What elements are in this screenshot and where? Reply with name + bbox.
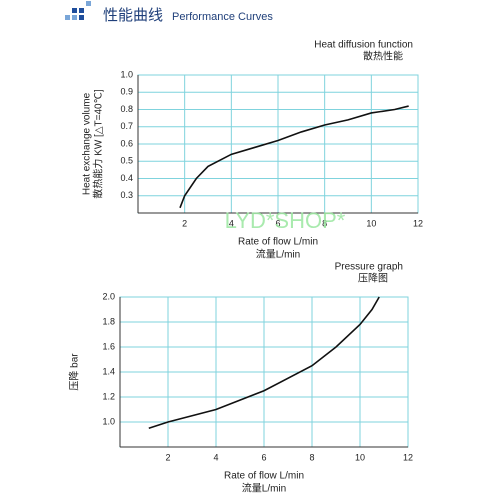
- chart-subtitle: 压降图: [358, 272, 388, 285]
- x-tick-label: 2: [182, 218, 187, 228]
- curve: [148, 296, 380, 430]
- y-tick-label: 2.0: [102, 291, 115, 301]
- x-tick-label: 8: [309, 452, 314, 462]
- x-axis-label: Rate of flow L/min: [238, 237, 318, 248]
- y-tick-label: 1.0: [102, 416, 115, 426]
- chart-subtitle: 散热性能: [363, 50, 403, 63]
- x-tick-label: 12: [403, 452, 413, 462]
- y-tick-label: 0.6: [120, 138, 133, 148]
- chart-title: Pressure graph: [335, 262, 403, 273]
- y-tick-label: 0.4: [120, 173, 133, 183]
- header-subtitle: Performance Curves: [172, 11, 273, 23]
- watermark: LYD*SHOP*: [225, 208, 346, 233]
- x-tick-label: 2: [165, 452, 170, 462]
- curve: [179, 105, 409, 209]
- chart-title: Heat diffusion function: [314, 40, 413, 51]
- x-tick-label: 8: [322, 218, 327, 228]
- x-tick-label: 10: [366, 218, 376, 228]
- y-tick-label: 0.5: [120, 156, 133, 166]
- x-tick-label: 12: [413, 218, 423, 228]
- x-tick-label: 6: [261, 452, 266, 462]
- y-axis-label: Heat exchange volume: [82, 92, 93, 195]
- y-tick-label: 1.2: [102, 391, 115, 401]
- x-axis-label: Rate of flow L/min: [224, 471, 304, 482]
- y-tick-label: 0.9: [120, 87, 133, 97]
- y-tick-label: 1.0: [120, 69, 133, 79]
- y-axis-label: 压降 bar: [68, 353, 81, 391]
- y-tick-label: 0.7: [120, 121, 133, 131]
- x-tick-label: 6: [275, 218, 280, 228]
- y-tick-label: 0.3: [120, 190, 133, 200]
- x-tick-label: 4: [229, 218, 234, 228]
- y-axis-label: 散热能力 KW [△T=40℃]: [92, 89, 105, 198]
- x-tick-label: 4: [213, 452, 218, 462]
- y-tick-label: 0.8: [120, 104, 133, 114]
- y-tick-label: 1.8: [102, 316, 115, 326]
- x-tick-label: 10: [355, 452, 365, 462]
- x-axis-label: 流量L/min: [242, 482, 286, 495]
- y-tick-label: 1.4: [102, 366, 115, 376]
- y-tick-label: 1.6: [102, 341, 115, 351]
- x-axis-label: 流量L/min: [256, 248, 300, 261]
- header-title: 性能曲线: [103, 7, 163, 24]
- logo-icon: [65, 1, 91, 20]
